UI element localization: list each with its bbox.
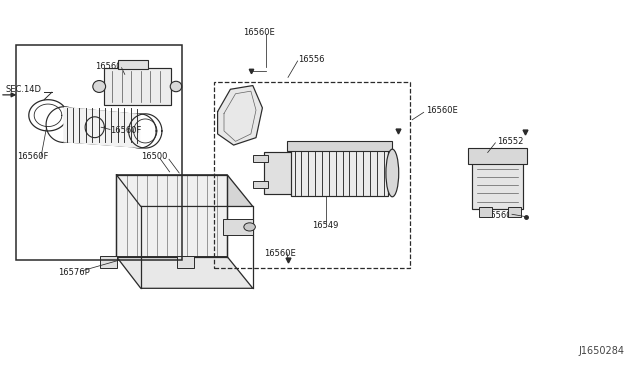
Polygon shape xyxy=(116,175,253,206)
FancyBboxPatch shape xyxy=(253,155,268,162)
Text: 16560FA: 16560FA xyxy=(95,62,131,71)
Text: 16556: 16556 xyxy=(298,55,324,64)
Ellipse shape xyxy=(93,80,106,92)
Polygon shape xyxy=(116,257,253,288)
FancyBboxPatch shape xyxy=(472,155,523,209)
FancyBboxPatch shape xyxy=(264,152,292,194)
Text: 16552: 16552 xyxy=(497,137,523,146)
FancyBboxPatch shape xyxy=(508,207,521,217)
FancyBboxPatch shape xyxy=(287,141,392,151)
Ellipse shape xyxy=(386,149,399,197)
Polygon shape xyxy=(218,86,262,145)
Text: SEC.14D: SEC.14D xyxy=(5,85,41,94)
Text: 16560E: 16560E xyxy=(426,106,458,115)
Text: 16560E: 16560E xyxy=(485,211,517,220)
Text: 16549: 16549 xyxy=(312,221,339,230)
FancyBboxPatch shape xyxy=(118,60,148,69)
Bar xyxy=(16,45,182,260)
FancyBboxPatch shape xyxy=(100,256,117,268)
Text: 16560F: 16560F xyxy=(17,153,48,161)
FancyBboxPatch shape xyxy=(479,207,492,217)
Ellipse shape xyxy=(170,81,182,92)
Text: 16576P: 16576P xyxy=(58,268,90,277)
Text: 16560E: 16560E xyxy=(264,249,296,258)
Text: J1650284: J1650284 xyxy=(578,346,624,356)
Ellipse shape xyxy=(244,223,255,231)
Polygon shape xyxy=(116,175,227,257)
Bar xyxy=(214,82,410,268)
FancyBboxPatch shape xyxy=(223,219,253,235)
Text: 16560F: 16560F xyxy=(110,126,141,135)
Text: 16500: 16500 xyxy=(141,153,167,161)
FancyBboxPatch shape xyxy=(253,181,268,188)
Polygon shape xyxy=(64,108,140,147)
FancyBboxPatch shape xyxy=(104,68,171,105)
Text: 16560E: 16560E xyxy=(243,28,275,37)
FancyBboxPatch shape xyxy=(468,148,527,164)
FancyBboxPatch shape xyxy=(291,150,388,196)
FancyBboxPatch shape xyxy=(177,256,194,268)
